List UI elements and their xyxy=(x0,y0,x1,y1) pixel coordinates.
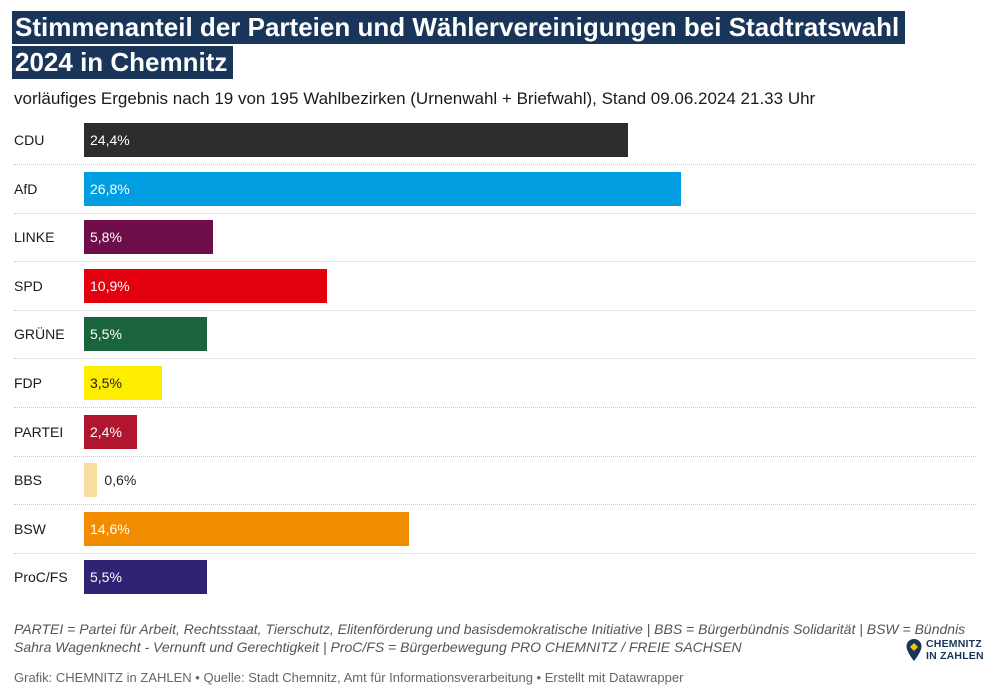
chart-subtitle: vorläufiges Ergebnis nach 19 von 195 Wah… xyxy=(14,89,816,108)
bar xyxy=(84,414,138,449)
category-label: ProC/FS xyxy=(14,569,68,586)
data-label: 3,5% xyxy=(90,375,122,391)
chart-title-block: Stimmenanteil der Parteien und Wählerver… xyxy=(12,10,952,80)
bar xyxy=(84,511,410,546)
bar xyxy=(84,560,207,595)
category-label: BBS xyxy=(14,472,43,489)
row-separator xyxy=(14,407,976,408)
logo-text: CHEMNITZ IN ZAHLEN xyxy=(926,638,984,662)
category-label: SPD xyxy=(14,277,43,294)
category-label: BSW xyxy=(14,520,46,537)
row-separator xyxy=(14,212,976,214)
source-footer: Grafik: CHEMNITZ in ZAHLEN • Quelle: Sta… xyxy=(14,670,684,685)
row-separator xyxy=(14,455,976,457)
chemnitz-in-zahlen-logo: CHEMNITZ IN ZAHLEN xyxy=(904,634,984,668)
row-separator xyxy=(14,309,976,311)
bar xyxy=(84,268,327,303)
map-pin-icon xyxy=(906,639,922,661)
bar xyxy=(84,463,98,498)
data-label: 5,5% xyxy=(90,569,122,586)
data-label: 5,8% xyxy=(90,229,122,246)
data-label: 10,9% xyxy=(90,277,130,294)
bar-chart: CDU 24,4% AfD 26,8% LINKE 5,8% SPD 10,9% GRÜNE 5,… xyxy=(0,118,990,598)
category-label: GRÜNE xyxy=(14,326,65,343)
category-label: CDU xyxy=(14,132,45,148)
row-separator xyxy=(14,552,976,554)
row-separator xyxy=(14,261,976,263)
row-separator xyxy=(14,164,976,165)
bar xyxy=(84,171,681,206)
data-label: 24,4% xyxy=(90,132,130,148)
category-label: AfD xyxy=(14,180,38,197)
bar xyxy=(84,123,628,157)
category-label: FDP xyxy=(14,375,42,391)
bar xyxy=(84,317,207,352)
data-label: 2,4% xyxy=(90,423,122,440)
abbreviation-note: PARTEI = Partei für Arbeit, Rechtsstaat,… xyxy=(14,621,966,655)
data-label: 0,6% xyxy=(104,472,137,489)
bar xyxy=(84,220,214,255)
chart-title: Stimmenanteil der Parteien und Wählerver… xyxy=(12,11,906,79)
category-label: LINKE xyxy=(14,229,55,246)
row-separator xyxy=(14,504,976,506)
data-label: 26,8% xyxy=(90,180,130,197)
data-label: 5,5% xyxy=(90,326,122,343)
data-label: 14,6% xyxy=(90,520,130,537)
category-label: PARTEI xyxy=(14,423,64,440)
row-separator xyxy=(14,358,976,360)
bar xyxy=(84,366,162,400)
